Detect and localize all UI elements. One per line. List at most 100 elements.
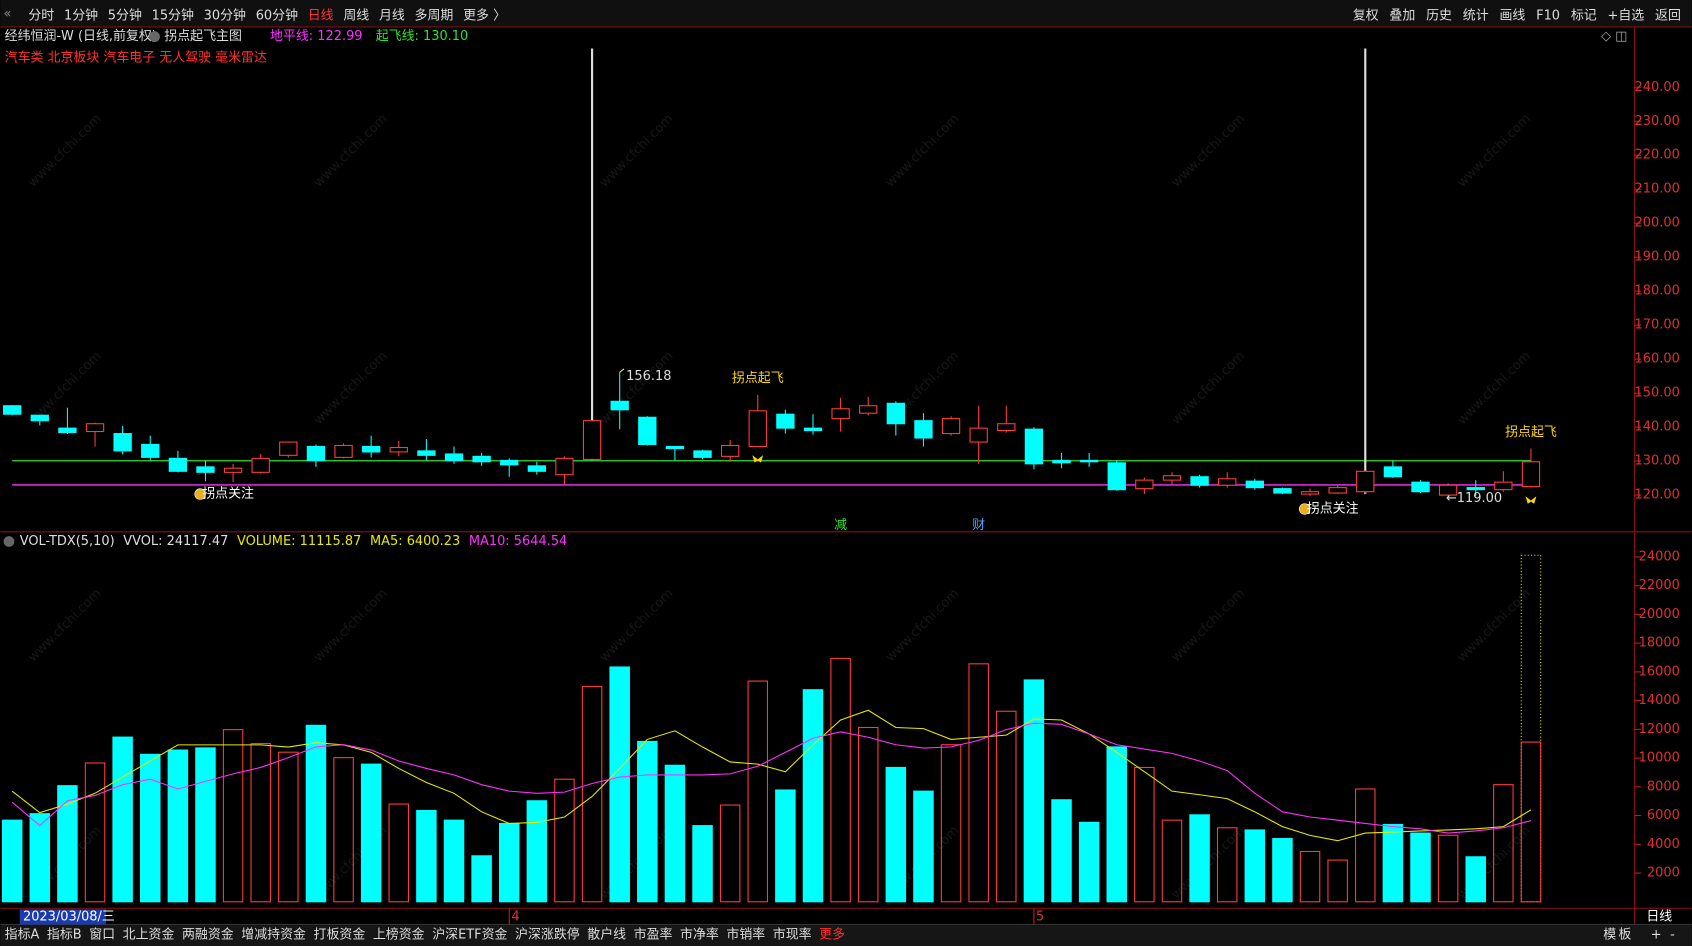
volume-bar bbox=[1134, 766, 1155, 903]
toolbar-button[interactable]: 叠加 bbox=[1389, 9, 1415, 24]
volume-bar bbox=[471, 855, 492, 903]
indicator-tab[interactable]: 散户线 bbox=[587, 927, 626, 943]
candle-body bbox=[444, 453, 464, 461]
volume-bar bbox=[885, 766, 907, 903]
y-tick-label: 22000 bbox=[1639, 578, 1680, 593]
indicator-tab[interactable]: 沪深ETF资金 bbox=[432, 927, 507, 943]
candle-body bbox=[306, 445, 326, 461]
indicator-icon bbox=[149, 31, 160, 43]
cursor-date-box bbox=[19, 909, 107, 925]
candle-body bbox=[472, 455, 491, 463]
volume-label: VOLUME: 11115.87 bbox=[237, 534, 361, 549]
period-tab[interactable]: 60分钟 bbox=[256, 8, 298, 24]
y-tick-label: 140.00 bbox=[1635, 420, 1680, 435]
period-tab[interactable]: 30分钟 bbox=[204, 8, 246, 24]
cursor-date: 2023/03/08/三 bbox=[23, 909, 115, 924]
period-tab[interactable]: 更多 〉 bbox=[463, 9, 506, 24]
period-tab[interactable]: 1分钟 bbox=[64, 8, 98, 24]
toolbar-button[interactable]: 历史 bbox=[1426, 9, 1452, 24]
indicator-tab[interactable]: 窗口 bbox=[89, 927, 115, 943]
volume-bar bbox=[664, 764, 686, 903]
template-button[interactable]: + bbox=[1651, 928, 1662, 943]
y-tick-label: 16000 bbox=[1639, 664, 1680, 679]
y-tick-label: 160.00 bbox=[1635, 352, 1680, 367]
bottom-tab-bar bbox=[0, 924, 1692, 946]
candle-body bbox=[1521, 461, 1541, 488]
candle-body bbox=[251, 457, 270, 473]
ma-line bbox=[11, 709, 1532, 842]
indicator-tab[interactable]: 指标B bbox=[47, 928, 82, 943]
period-tab[interactable]: 周线 bbox=[343, 9, 369, 24]
volume-bar bbox=[222, 729, 244, 903]
indicator-tab[interactable]: 上榜资金 bbox=[373, 927, 425, 943]
y-tick-label: 210.00 bbox=[1635, 182, 1680, 197]
volume-bar bbox=[1299, 850, 1321, 903]
price-annotation: 156.18 bbox=[626, 369, 671, 384]
signal-label: 拐点起飞 bbox=[732, 371, 784, 386]
candle-body bbox=[748, 410, 767, 448]
toolbar-button[interactable]: 复权 bbox=[1353, 8, 1379, 24]
indicator-tab[interactable]: 指标A bbox=[5, 928, 40, 943]
volume-bar bbox=[140, 753, 161, 903]
toolbar-button[interactable]: 返回 bbox=[1655, 9, 1681, 24]
indicator-tab[interactable]: 打板资金 bbox=[314, 927, 366, 943]
indicator-tab[interactable]: 沪深涨跌停 bbox=[515, 927, 580, 943]
period-tab[interactable]: 5分钟 bbox=[108, 8, 142, 24]
indicator-tab[interactable]: 市现率 bbox=[773, 927, 812, 943]
candle-body bbox=[1273, 488, 1292, 494]
period-tab[interactable]: 15分钟 bbox=[152, 8, 194, 24]
indicator-tab[interactable]: 增减持资金 bbox=[241, 927, 306, 943]
indicator-tab[interactable]: 北上资金 bbox=[123, 927, 175, 943]
stock-name: 经纬恒润-W (日线,前复权) bbox=[5, 28, 157, 44]
indicator-tab[interactable]: 市净率 bbox=[680, 927, 719, 943]
candle-body bbox=[3, 405, 22, 415]
toolbar-button[interactable]: 标记 bbox=[1571, 9, 1597, 24]
template-button[interactable]: 模 bbox=[1603, 928, 1616, 943]
volume-bar bbox=[84, 762, 106, 903]
toolbar-button[interactable]: 统计 bbox=[1463, 9, 1489, 24]
volume-bar bbox=[57, 785, 78, 903]
period-tab[interactable]: 分时 bbox=[28, 9, 54, 24]
indicator-tab[interactable]: 更多 bbox=[819, 928, 845, 943]
indicator-tab[interactable]: 市销率 bbox=[726, 927, 765, 943]
signal-icon bbox=[1525, 496, 1537, 504]
volume-bar bbox=[996, 710, 1017, 903]
candle-body bbox=[1356, 470, 1375, 493]
volume-bar bbox=[581, 685, 603, 903]
volume-bar bbox=[1465, 856, 1486, 903]
toolbar-button[interactable]: F10 bbox=[1536, 9, 1560, 24]
y-tick-label: 200.00 bbox=[1635, 216, 1680, 231]
candle-body bbox=[168, 457, 188, 472]
volume-bar bbox=[498, 822, 520, 903]
y-tick-label: 24000 bbox=[1639, 549, 1680, 564]
toolbar-button[interactable]: 画线 bbox=[1499, 9, 1525, 24]
period-tab[interactable]: 多周期 bbox=[415, 9, 454, 24]
y-tick-label: 2000 bbox=[1647, 866, 1680, 881]
template-button[interactable]: - bbox=[1670, 928, 1675, 943]
volume-bar bbox=[1244, 829, 1266, 903]
toolbar-icon: « bbox=[4, 7, 12, 22]
period-tab[interactable]: 月线 bbox=[379, 9, 405, 24]
volume-bar bbox=[1189, 814, 1210, 903]
indicator-tab[interactable]: 两融资金 bbox=[182, 927, 234, 943]
candle-body bbox=[720, 444, 740, 457]
indicator-name[interactable]: 拐点起飞主图 bbox=[164, 29, 242, 44]
panel-icon[interactable]: ◇ ◫ bbox=[1601, 29, 1627, 44]
volume-bar bbox=[388, 803, 410, 903]
candle-body bbox=[1245, 480, 1264, 489]
toolbar-button[interactable]: +自选 bbox=[1608, 9, 1645, 24]
volume-bar bbox=[554, 778, 575, 903]
y-tick-label: 190.00 bbox=[1635, 250, 1680, 265]
candle-body bbox=[1438, 484, 1458, 496]
candle-body bbox=[1190, 476, 1209, 486]
template-button[interactable]: 板 bbox=[1618, 928, 1631, 943]
candle-body bbox=[196, 466, 215, 473]
indicator-tab[interactable]: 市盈率 bbox=[634, 927, 673, 943]
volume-bar bbox=[443, 819, 465, 903]
y-tick-label: 14000 bbox=[1639, 693, 1680, 708]
period-tab[interactable]: 日线 bbox=[308, 9, 334, 24]
y-tick-label: 240.00 bbox=[1635, 80, 1680, 95]
